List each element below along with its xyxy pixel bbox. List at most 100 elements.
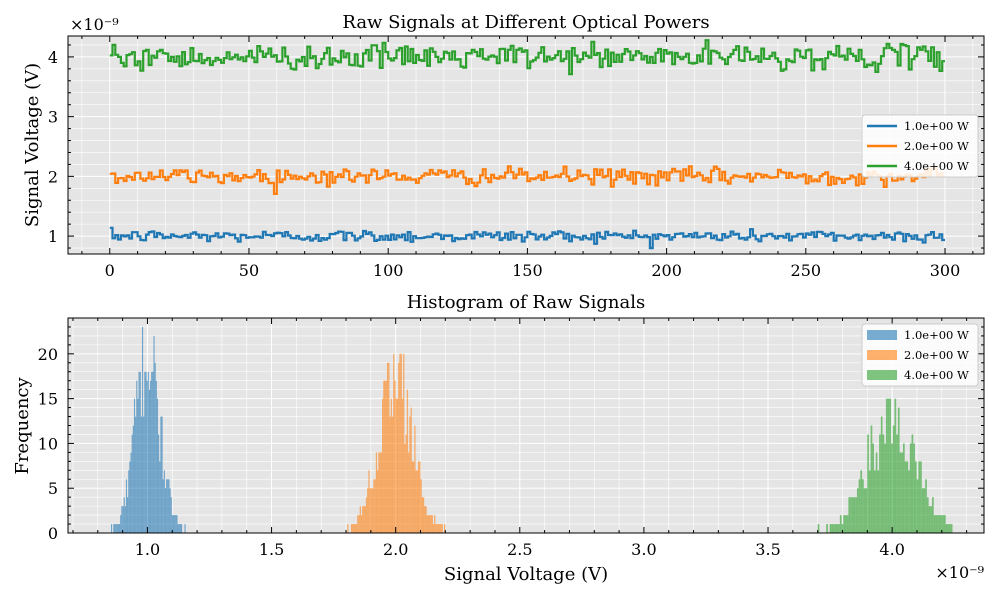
histogram-bar: [129, 461, 131, 533]
histogram-bar: [170, 497, 172, 533]
histogram-bar: [868, 470, 871, 533]
histogram-bar: [369, 488, 371, 533]
top-x-tick-label: 250: [791, 261, 822, 280]
histogram-bar: [140, 416, 142, 533]
bottom-y-tick-label: 20: [38, 345, 58, 364]
histogram-bar: [175, 515, 177, 533]
histogram-bar: [391, 416, 394, 533]
histogram-bar: [355, 524, 358, 533]
bottom-x-tick-label: 1.5: [259, 540, 284, 559]
histogram-bar: [131, 434, 133, 533]
histogram-bar: [875, 452, 878, 533]
top-x-tick-label: 200: [651, 261, 682, 280]
bottom-legend-label: 1.0e+00 W: [904, 328, 969, 342]
histogram-bar: [817, 524, 820, 533]
histogram-bar: [841, 524, 844, 533]
histogram-bar: [373, 479, 375, 533]
top-y-tick-label: 1: [48, 227, 58, 246]
histogram-bar: [862, 479, 864, 533]
top-plot-ticks: 0 50 100 150 200 250 300 1 2 3 4: [48, 36, 984, 280]
histogram-bar: [176, 515, 178, 533]
histogram-bar: [160, 416, 162, 533]
top-x-tick-label: 50: [239, 261, 259, 280]
histogram-bar: [949, 524, 951, 533]
top-plot-background: [68, 36, 984, 254]
bottom-x-tick-label: 3.5: [755, 540, 780, 559]
histogram-bar: [418, 461, 420, 533]
histogram-bar: [152, 371, 154, 533]
histogram-bar: [144, 371, 146, 533]
histogram-bar: [870, 425, 873, 533]
bottom-plot-legend: 1.0e+00 W 2.0e+00 W 4.0e+00 W: [861, 323, 979, 387]
histogram-bar: [440, 524, 442, 533]
histogram-bar: [390, 398, 392, 533]
histogram-bar: [848, 497, 851, 533]
histogram-bar: [358, 515, 360, 533]
histogram-bar: [113, 524, 115, 533]
histogram-bar: [408, 452, 410, 533]
histogram-bar: [896, 434, 898, 533]
histogram-bar: [137, 398, 139, 533]
histogram-bar: [359, 506, 361, 533]
histogram-bar: [865, 488, 868, 533]
histogram-bar: [114, 524, 116, 533]
bottom-y-tick-label: 10: [38, 434, 58, 453]
histogram-bar: [133, 398, 136, 533]
bottom-x-tick-label: 2.5: [507, 540, 532, 559]
histogram-bar: [928, 506, 931, 533]
histogram-bar: [393, 353, 395, 533]
histogram-bar: [364, 506, 366, 533]
histogram-bar: [352, 524, 354, 533]
histogram-bar: [410, 407, 412, 533]
histogram-bar: [123, 497, 125, 533]
histogram-bar: [167, 479, 169, 533]
histogram-bar: [940, 515, 943, 533]
bottom-x-tick-label: 2.0: [383, 540, 408, 559]
histogram-bar: [943, 515, 946, 533]
histogram-bar: [918, 461, 921, 533]
histogram-bar: [177, 524, 179, 533]
histogram-bar: [921, 488, 924, 533]
histogram-bar: [411, 461, 414, 533]
histogram-bar: [395, 398, 397, 533]
histogram-bar: [383, 380, 385, 533]
histogram-bar: [161, 416, 163, 533]
top-plot: 0 50 100 150 200 250 300 1 2 3 4 Raw Signals at Di…: [22, 12, 985, 280]
histogram-bar: [117, 524, 120, 533]
histogram-bar: [350, 524, 353, 533]
histogram-bar: [877, 470, 880, 533]
histogram-bar: [441, 524, 443, 533]
top-x-tick-label: 300: [930, 261, 961, 280]
histogram-bar: [419, 461, 421, 533]
histogram-bar: [169, 488, 171, 533]
bottom-plot-bars: [110, 326, 953, 533]
histogram-bar: [119, 524, 121, 533]
bottom-legend-label: 2.0e+00 W: [904, 348, 969, 362]
histogram-bar: [885, 398, 888, 533]
top-y-tick-label: 3: [48, 108, 58, 127]
histogram-bar: [368, 470, 370, 533]
histogram-bar: [884, 443, 886, 533]
histogram-bar: [370, 488, 373, 533]
histogram-bar: [420, 479, 422, 533]
histogram-bar: [405, 434, 407, 533]
histogram-bar: [829, 524, 832, 533]
histogram-bar: [909, 443, 912, 533]
histogram-bar: [409, 416, 411, 533]
histogram-bar: [930, 506, 933, 533]
histogram-bar: [836, 524, 839, 533]
bottom-x-tick-label: 1.0: [135, 540, 160, 559]
top-plot-y-axis-label: Signal Voltage (V): [22, 63, 43, 227]
histogram-bar: [380, 452, 383, 533]
histogram-bar: [153, 335, 155, 533]
top-legend-label: 2.0e+00 W: [904, 139, 969, 153]
histogram-bar: [141, 326, 144, 533]
histogram-bar: [154, 362, 156, 533]
histogram-bar: [347, 524, 349, 533]
histogram-bar: [863, 488, 866, 533]
histogram-bar: [401, 398, 404, 533]
histogram-bar: [901, 452, 904, 533]
histogram-bar: [382, 398, 384, 533]
histogram-bar: [146, 380, 148, 533]
